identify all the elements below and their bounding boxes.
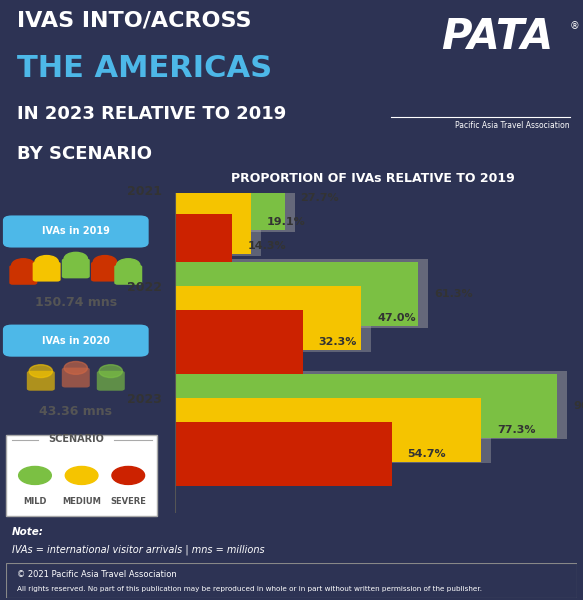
Circle shape: [65, 466, 98, 484]
Text: 61.3%: 61.3%: [434, 289, 472, 299]
FancyBboxPatch shape: [3, 325, 149, 356]
Text: 47.0%: 47.0%: [377, 313, 416, 323]
Circle shape: [19, 466, 51, 484]
Text: 2023: 2023: [127, 393, 162, 406]
Text: 32.3%: 32.3%: [319, 337, 357, 347]
FancyBboxPatch shape: [175, 371, 567, 439]
FancyBboxPatch shape: [175, 163, 294, 232]
Text: MEDIUM: MEDIUM: [62, 497, 101, 506]
Circle shape: [35, 256, 58, 268]
FancyBboxPatch shape: [175, 190, 251, 254]
Text: All rights reserved. No part of this publication may be reproduced in whole or i: All rights reserved. No part of this pub…: [17, 586, 482, 592]
FancyBboxPatch shape: [114, 265, 142, 285]
FancyBboxPatch shape: [3, 215, 149, 248]
Text: IVAs in 2020: IVAs in 2020: [42, 335, 110, 346]
Text: BY SCENARIO: BY SCENARIO: [17, 145, 153, 163]
FancyBboxPatch shape: [175, 262, 418, 326]
Text: © 2021 Pacific Asia Travel Association: © 2021 Pacific Asia Travel Association: [17, 571, 177, 580]
Circle shape: [64, 361, 87, 374]
FancyBboxPatch shape: [175, 374, 557, 438]
Circle shape: [64, 253, 87, 265]
FancyBboxPatch shape: [175, 187, 261, 256]
Circle shape: [112, 466, 145, 484]
FancyBboxPatch shape: [62, 368, 90, 388]
Text: 77.3%: 77.3%: [497, 425, 536, 435]
Text: 43.36 mns: 43.36 mns: [39, 405, 113, 418]
FancyBboxPatch shape: [175, 166, 285, 230]
FancyBboxPatch shape: [175, 283, 371, 352]
FancyBboxPatch shape: [33, 262, 61, 281]
FancyBboxPatch shape: [91, 262, 119, 281]
Text: SCENARIO: SCENARIO: [48, 434, 104, 444]
Text: 2021: 2021: [127, 185, 162, 198]
Text: ®: ®: [570, 21, 580, 31]
Circle shape: [99, 365, 122, 377]
FancyBboxPatch shape: [175, 214, 231, 278]
FancyBboxPatch shape: [175, 286, 361, 350]
Text: THE AMERICAS: THE AMERICAS: [17, 54, 273, 83]
FancyBboxPatch shape: [27, 371, 55, 391]
Text: 14.3%: 14.3%: [247, 241, 286, 251]
FancyBboxPatch shape: [175, 310, 303, 374]
Text: 27.7%: 27.7%: [301, 193, 339, 203]
FancyBboxPatch shape: [97, 371, 125, 391]
Text: 54.7%: 54.7%: [408, 449, 446, 459]
Text: 96.5%: 96.5%: [573, 401, 583, 411]
FancyBboxPatch shape: [175, 422, 392, 486]
Text: IN 2023 RELATIVE TO 2019: IN 2023 RELATIVE TO 2019: [17, 104, 287, 122]
FancyBboxPatch shape: [9, 265, 37, 285]
FancyBboxPatch shape: [175, 395, 491, 463]
Text: 19.1%: 19.1%: [266, 217, 305, 227]
Text: Note:: Note:: [12, 527, 44, 537]
Text: 2022: 2022: [127, 281, 162, 294]
Circle shape: [29, 365, 52, 377]
Text: Pacific Asia Travel Association: Pacific Asia Travel Association: [455, 121, 570, 130]
FancyBboxPatch shape: [6, 563, 577, 598]
FancyBboxPatch shape: [175, 259, 428, 328]
FancyBboxPatch shape: [175, 398, 482, 462]
FancyBboxPatch shape: [62, 259, 90, 278]
Text: IVAs = international visitor arrivals | mns = millions: IVAs = international visitor arrivals | …: [12, 544, 264, 554]
Text: PROPORTION OF IVAs RELATIVE TO 2019: PROPORTION OF IVAs RELATIVE TO 2019: [231, 172, 515, 185]
FancyBboxPatch shape: [6, 436, 157, 515]
Text: 150.74 mns: 150.74 mns: [35, 296, 117, 308]
Text: SEVERE: SEVERE: [110, 497, 146, 506]
Circle shape: [93, 256, 117, 268]
Text: MILD: MILD: [23, 497, 47, 506]
Text: IVAs in 2019: IVAs in 2019: [42, 226, 110, 236]
Circle shape: [12, 259, 35, 272]
Text: PATA: PATA: [441, 16, 554, 58]
Circle shape: [117, 259, 140, 272]
Text: IVAS INTO/ACROSS: IVAS INTO/ACROSS: [17, 10, 252, 30]
